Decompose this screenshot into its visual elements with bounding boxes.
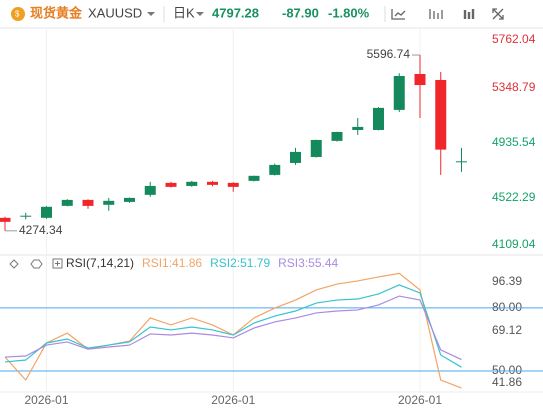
y-tick-label: 4935.54 bbox=[492, 135, 536, 149]
candle-body bbox=[373, 107, 384, 130]
rsi-title: RSI(7,14,21) bbox=[66, 256, 134, 270]
change-pct: -1.80% bbox=[328, 5, 370, 20]
y-tick-label: 4522.29 bbox=[492, 190, 536, 204]
candle-body bbox=[414, 73, 426, 86]
y-tick-label: 80.00 bbox=[492, 300, 522, 314]
candle-body bbox=[144, 185, 156, 195]
candle-body bbox=[0, 217, 11, 222]
legend-entry: RSI1:41.86 bbox=[142, 256, 202, 270]
y-tick-label: 69.12 bbox=[492, 323, 522, 337]
gold-icon-glyph: $ bbox=[15, 10, 20, 19]
y-tick-label: 5762.04 bbox=[492, 32, 536, 46]
rsi-line bbox=[4, 295, 462, 361]
candle-body bbox=[186, 181, 198, 186]
y-tick-label: 96.39 bbox=[492, 274, 522, 288]
fullscreen-button[interactable] bbox=[492, 8, 504, 20]
period[interactable]: 日K bbox=[173, 5, 195, 20]
candle-body bbox=[331, 131, 343, 141]
price: 4797.28 bbox=[212, 5, 259, 20]
rsi-header: RSI(7,14,21) bbox=[9, 256, 134, 270]
x-tick-label: 2026-01 bbox=[211, 393, 255, 407]
symbol-name[interactable]: 现货黄金 bbox=[30, 5, 83, 20]
candle-body bbox=[165, 182, 177, 187]
candle-body bbox=[227, 182, 239, 187]
candle-body bbox=[248, 175, 260, 181]
y-tick-label: 5348.79 bbox=[492, 80, 536, 94]
add-icon[interactable] bbox=[52, 258, 63, 269]
x-tick-label: 2026-01 bbox=[398, 393, 442, 407]
candle-body bbox=[103, 200, 115, 205]
change: -87.90 bbox=[282, 5, 319, 20]
candle-body bbox=[41, 206, 52, 218]
indicator-button[interactable] bbox=[391, 9, 406, 20]
candle-body bbox=[82, 199, 94, 206]
gold-icon bbox=[11, 7, 25, 21]
collapse-icon[interactable] bbox=[9, 259, 19, 269]
candle-body bbox=[310, 139, 322, 157]
y-tick-label: 41.86 bbox=[492, 375, 522, 389]
candle-body bbox=[435, 79, 447, 150]
y-tick-label: 4109.04 bbox=[492, 237, 536, 251]
symbol[interactable]: XAUUSD bbox=[88, 5, 142, 20]
legend-entry: RSI3:55.44 bbox=[278, 256, 338, 270]
low-annotation: 4274.34 bbox=[19, 223, 63, 237]
candle-body bbox=[290, 151, 301, 163]
chart-type-button[interactable] bbox=[429, 9, 443, 19]
candle-body bbox=[269, 164, 281, 175]
rsi-line bbox=[4, 284, 462, 368]
candle-body bbox=[393, 75, 405, 110]
candle-body bbox=[207, 181, 218, 185]
candle-body bbox=[352, 126, 364, 130]
settings-icon[interactable] bbox=[30, 259, 43, 269]
candle-body bbox=[61, 199, 73, 206]
symbol-dropdown[interactable] bbox=[147, 12, 155, 16]
y-tick-label: 50.00 bbox=[492, 363, 522, 377]
legend-entry: RSI2:51.79 bbox=[210, 256, 270, 270]
period-dropdown[interactable] bbox=[196, 12, 204, 16]
candle-body bbox=[20, 215, 32, 217]
candle-body bbox=[124, 197, 135, 202]
header: $ 现货黄金 XAUUSD 日K 4797.28 -87.90 -1.80% bbox=[0, 5, 543, 29]
add-icon-cross bbox=[55, 261, 60, 266]
x-tick-label: 2026-01 bbox=[24, 393, 68, 407]
high-annotation: 5596.74 bbox=[367, 47, 411, 61]
tools-button[interactable] bbox=[463, 9, 475, 19]
candle-body bbox=[456, 161, 467, 163]
